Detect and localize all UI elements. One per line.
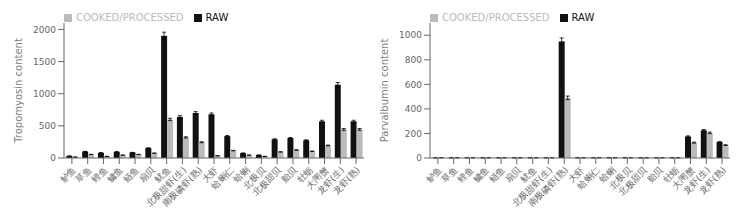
svg-text:牡蛎: 牡蛎: [294, 164, 315, 185]
svg-text:蛤蜊仁: 蛤蜊仁: [209, 164, 236, 191]
svg-text:鳙鱼: 鳙鱼: [471, 165, 491, 185]
svg-text:鲤鱼: 鲤鱼: [456, 165, 476, 185]
svg-text:北极甜贝: 北极甜贝: [617, 165, 650, 198]
svg-text:500: 500: [39, 121, 56, 131]
svg-text:大虾: 大虾: [200, 164, 220, 185]
svg-text:1000: 1000: [33, 89, 56, 99]
svg-text:龙虾(熟): 龙虾(熟): [697, 165, 728, 196]
svg-text:200: 200: [405, 129, 422, 139]
svg-text:蛤蜊仁: 蛤蜊仁: [575, 164, 602, 191]
svg-text:鲈鱼: 鲈鱼: [58, 165, 78, 185]
svg-text:北极贝: 北极贝: [241, 164, 268, 191]
svg-text:贻贝: 贻贝: [645, 165, 665, 185]
svg-text:鱿鱼: 鱿鱼: [152, 164, 173, 185]
svg-text:北极贝: 北极贝: [607, 164, 634, 191]
svg-text:蛤蜊: 蛤蜊: [597, 164, 618, 185]
html-text:COOKED/PROCESSED: COOKED/PROCESSED: [76, 12, 184, 23]
svg-text:鳙鱼: 鳙鱼: [105, 165, 125, 185]
svg-text:鲤鱼: 鲤鱼: [90, 165, 110, 185]
svg-text:鱿鱼: 鱿鱼: [518, 164, 539, 185]
svg-text:2000: 2000: [33, 25, 56, 35]
svg-text:0: 0: [50, 153, 56, 163]
svg-text:Tropomyosin content: Tropomyosin content: [13, 38, 24, 144]
svg-text:大闸蟹: 大闸蟹: [670, 164, 697, 191]
svg-text:龙虾(生): 龙虾(生): [315, 164, 347, 196]
svg-text:鲈鱼: 鲈鱼: [424, 165, 444, 185]
html-text:COOKED/PROCESSED: COOKED/PROCESSED: [442, 12, 550, 23]
svg-text:0: 0: [416, 153, 422, 163]
svg-text:1000: 1000: [399, 30, 422, 40]
svg-text:蛤蜊: 蛤蜊: [231, 164, 252, 185]
svg-text:龙虾(生): 龙虾(生): [681, 164, 713, 196]
svg-text:大闸蟹: 大闸蟹: [304, 164, 331, 191]
html-text:RAW: RAW: [205, 12, 229, 23]
svg-text:鲢鱼: 鲢鱼: [487, 165, 507, 185]
svg-text:1500: 1500: [33, 57, 56, 67]
svg-text:贻贝: 贻贝: [279, 165, 299, 185]
svg-text:牡蛎: 牡蛎: [660, 164, 681, 185]
svg-text:北极甜虾(生): 北极甜虾(生): [510, 164, 555, 209]
svg-text:南极磷虾(熟): 南极磷虾(熟): [160, 165, 204, 209]
svg-text:大虾: 大虾: [566, 164, 586, 185]
svg-text:龙虾(熟): 龙虾(熟): [331, 165, 362, 196]
svg-text:北极甜贝: 北极甜贝: [251, 165, 284, 198]
svg-text:鲢鱼: 鲢鱼: [121, 165, 141, 185]
svg-text:400: 400: [405, 104, 422, 114]
svg-text:Parvalbumin content: Parvalbumin content: [379, 39, 390, 143]
svg-text:扇贝: 扇贝: [137, 165, 157, 185]
svg-text:扇贝: 扇贝: [503, 165, 523, 185]
svg-text:600: 600: [405, 80, 422, 90]
svg-text:草鱼: 草鱼: [74, 165, 94, 185]
svg-text:南极磷虾(熟): 南极磷虾(熟): [526, 165, 570, 209]
svg-text:草鱼: 草鱼: [440, 165, 460, 185]
svg-text:北极甜虾(生): 北极甜虾(生): [144, 164, 189, 209]
html-text:RAW: RAW: [571, 12, 595, 23]
svg-text:800: 800: [405, 55, 422, 65]
